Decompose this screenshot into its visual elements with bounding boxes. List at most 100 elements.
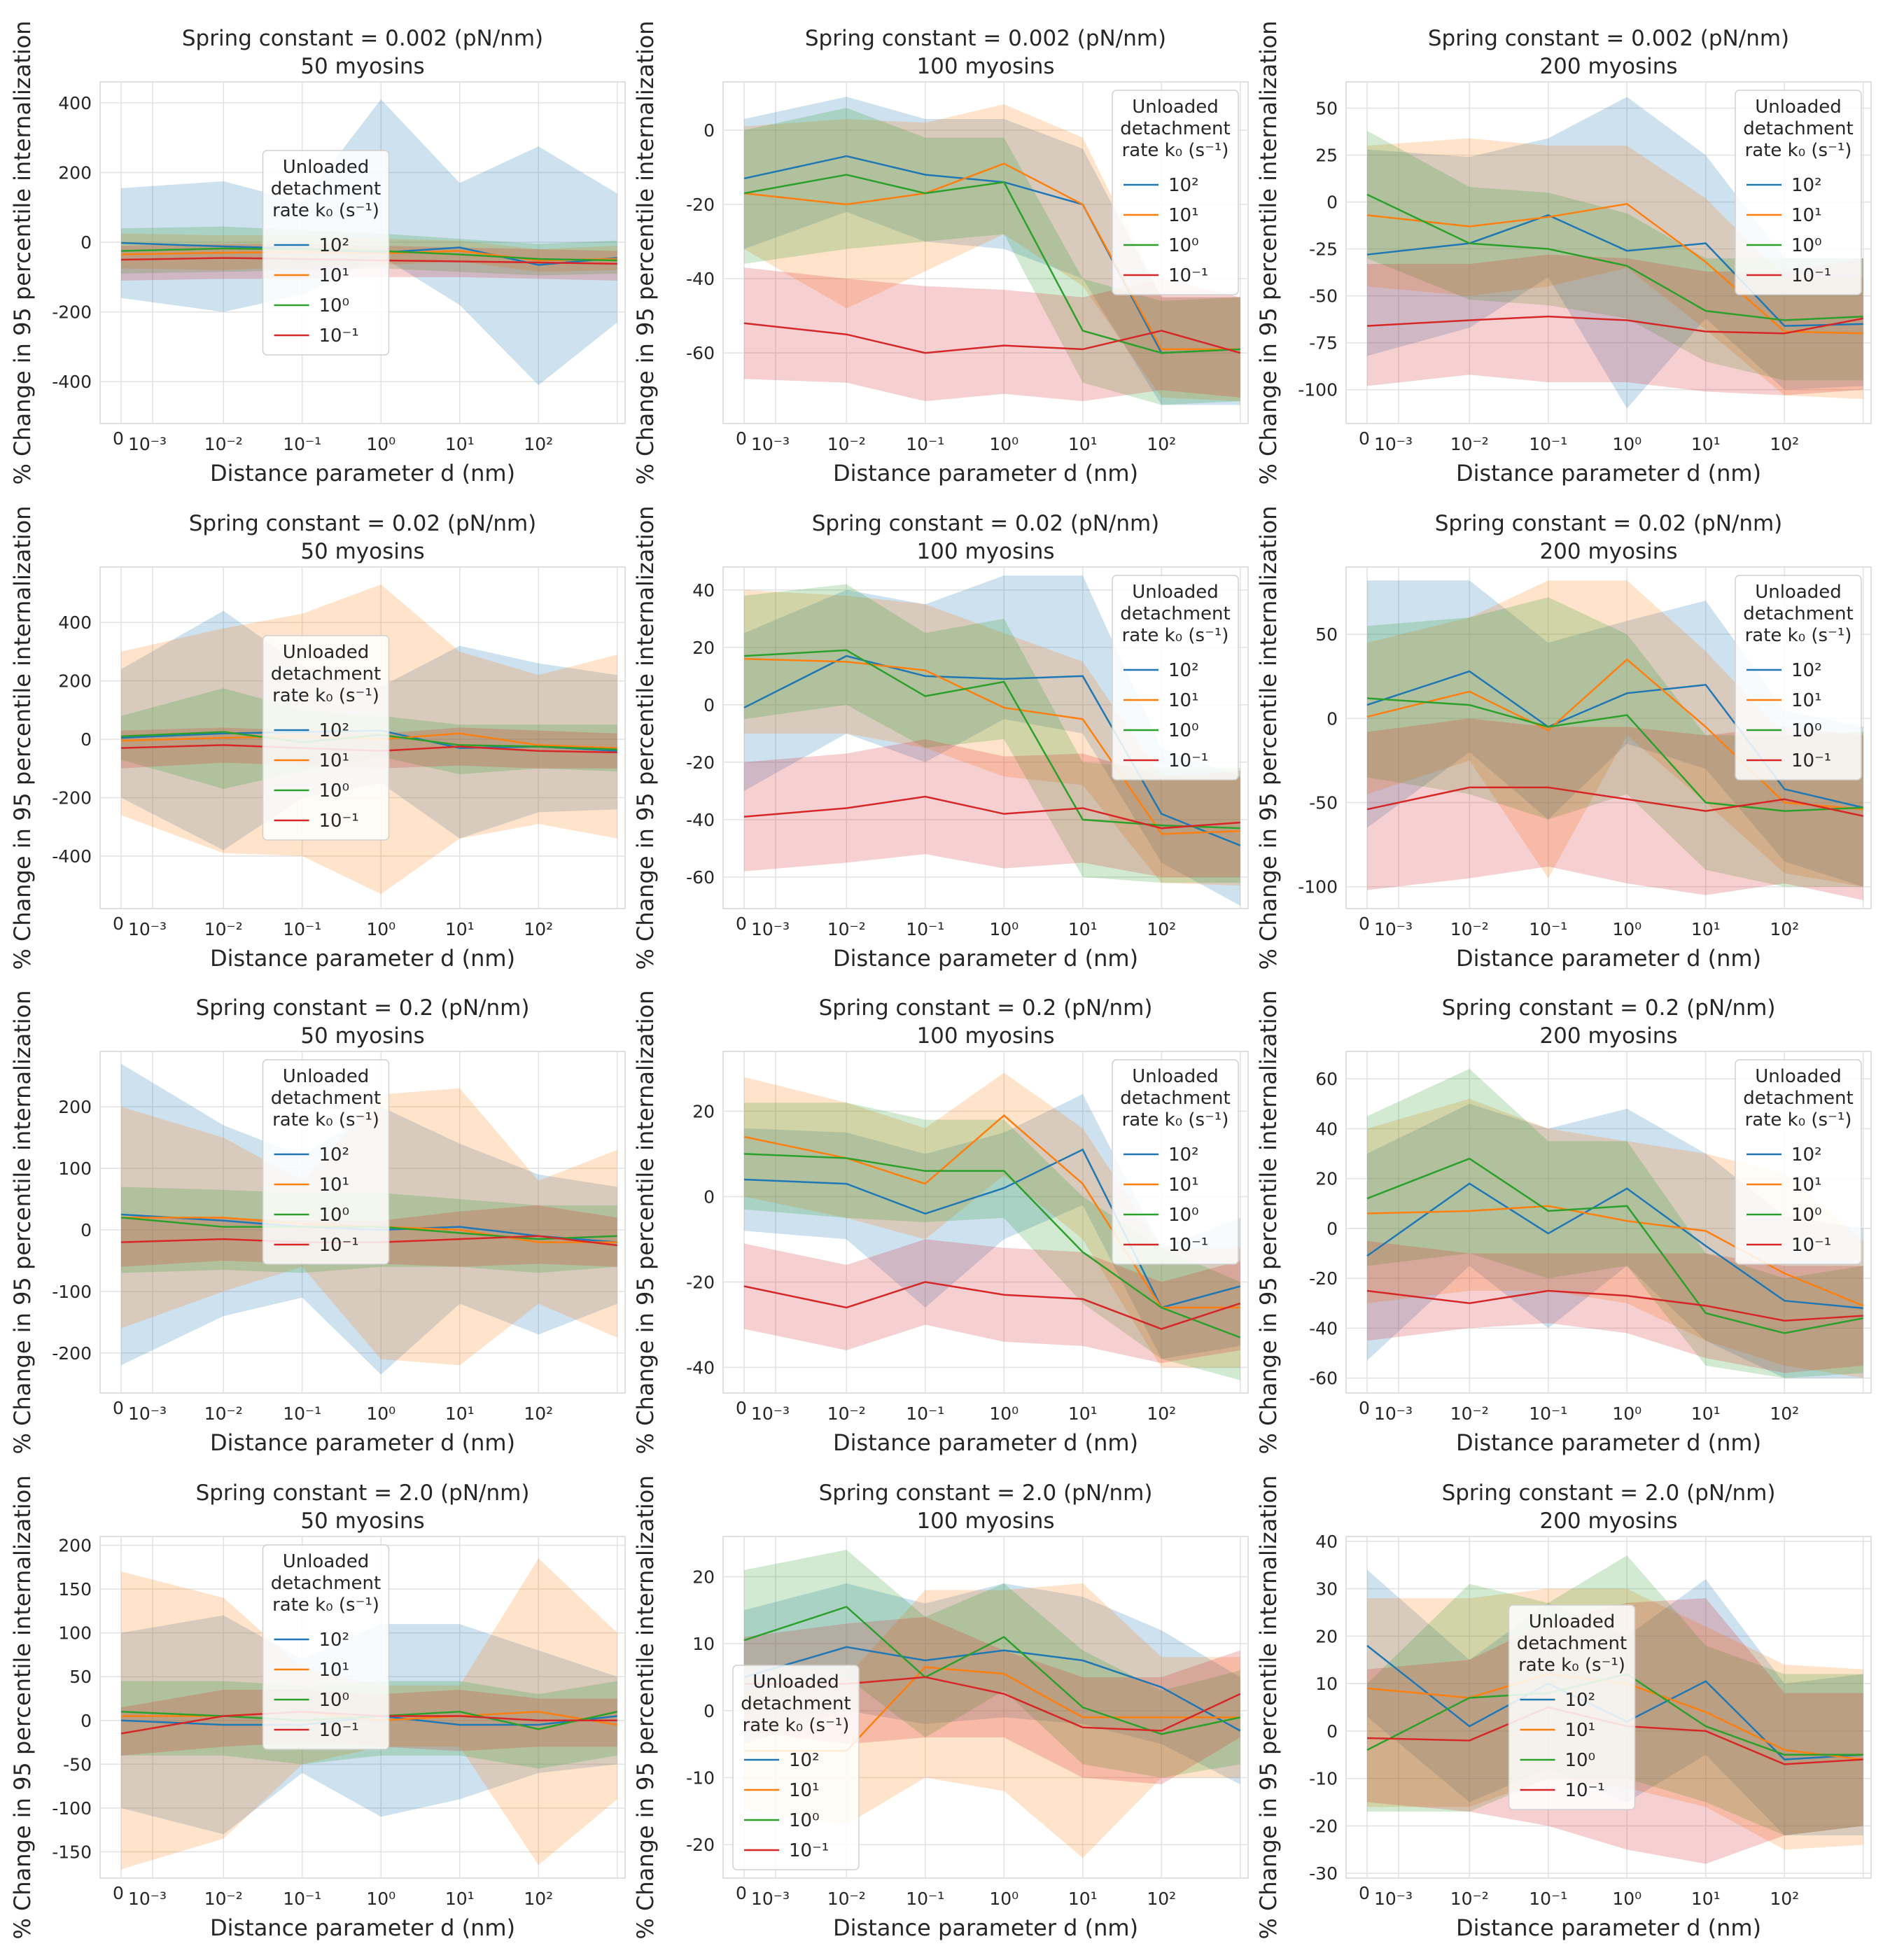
x-tick-label: 10² [1147,919,1176,939]
y-tick-label: 100 [58,1623,92,1644]
x-tick-label: 10¹ [445,919,475,939]
x-tick-label: 10² [1147,434,1176,454]
band-series-3 [744,1102,1240,1380]
x-tick-label: 0 [1359,428,1370,449]
y-tick-label: 10 [1315,1674,1338,1694]
legend-entry: 10¹ [319,750,350,771]
legend-box [262,635,390,841]
legend-entry: 10⁰ [319,295,350,316]
x-tick-label: 10⁻³ [128,1404,167,1424]
legend-box [1508,1604,1636,1810]
legend-box [1735,1059,1862,1265]
band-series-4 [1367,1240,1863,1373]
y-tick-label: -75 [1309,333,1338,354]
y-tick-label: 30 [1315,1579,1338,1600]
band-series-3 [1367,1068,1863,1378]
subplot-subtitle: 50 myosins [300,54,424,79]
legend-title: rate k₀ (s⁻¹) [1518,1655,1625,1676]
y-tick-label: -20 [1309,1268,1338,1289]
legend-title: rate k₀ (s⁻¹) [743,1715,850,1736]
y-axis-label: % Change in 95 percentile internalizatio… [632,1475,659,1939]
legend-entry: 10⁻¹ [1168,265,1208,286]
line-series-3 [743,1153,1241,1338]
line-series-4 [1366,1289,1863,1322]
x-tick-label: 10⁻³ [1374,919,1413,939]
band-series-4 [744,267,1240,402]
y-tick-label: -40 [686,810,715,830]
x-tick-label: 10⁻³ [128,1889,167,1909]
x-axis-label: Distance parameter d (nm) [210,460,515,486]
legend-entry: 10⁰ [1168,1205,1199,1226]
y-tick-label: 0 [704,1186,715,1207]
legend-box [1112,90,1239,295]
x-tick-label: 0 [1359,913,1370,934]
legend-entry: 10² [1168,175,1199,196]
y-tick-label: 40 [1315,1119,1338,1139]
band-series-3 [744,584,1240,883]
x-tick-label: 10² [524,919,553,939]
y-tick-label: 0 [80,729,92,750]
legend-title: Unloaded [1132,1066,1219,1087]
band-series-3 [1367,597,1863,887]
legend-title: rate k₀ (s⁻¹) [1122,1110,1229,1130]
legend-title: detachment [1517,1633,1627,1654]
legend-title: detachment [1743,603,1853,624]
x-tick-label: 10² [1770,434,1799,454]
x-tick-label: 10⁰ [989,919,1018,939]
legend-box [1735,90,1862,295]
y-tick-label: -50 [1309,286,1338,307]
legend-entry: 10⁰ [1168,235,1199,256]
legend-title: Unloaded [752,1672,839,1693]
legend-title: rate k₀ (s⁻¹) [1122,625,1229,646]
y-tick-label: 200 [58,1097,92,1117]
y-tick-label: -60 [1309,1368,1338,1389]
legend-title: rate k₀ (s⁻¹) [1745,140,1852,161]
x-tick-label: 10¹ [1691,919,1721,939]
y-axis-label: % Change in 95 percentile internalizatio… [9,505,36,969]
legend-box [262,1059,390,1265]
x-tick-label: 10² [1770,1404,1799,1424]
subplot-title: Spring constant = 0.02 (pN/nm) [189,511,537,536]
legend-entry: 10⁰ [319,1205,350,1226]
legend-entry: 10⁻¹ [319,811,359,832]
line-series-4 [1366,315,1863,335]
y-tick-label: 400 [58,93,92,113]
band-series-1 [744,97,1240,405]
y-tick-label: 100 [58,1158,92,1179]
y-tick-label: -50 [1309,793,1338,813]
legend-entry: 10² [789,1750,820,1771]
x-tick-label: 10⁻¹ [906,1889,944,1909]
x-axis-label: Distance parameter d (nm) [210,945,515,972]
band-series-2 [744,1072,1240,1368]
y-tick-label: -20 [686,1835,715,1855]
legend-entry: 10² [319,235,350,256]
legend-box [262,1544,390,1750]
y-tick-label: 50 [1315,624,1338,645]
legend-title: detachment [1743,118,1853,139]
x-tick-label: 10¹ [1068,1889,1098,1909]
legend-title: Unloaded [1132,97,1219,118]
x-tick-label: 10⁻¹ [1529,1404,1567,1424]
y-axis-label: % Change in 95 percentile internalizatio… [1255,20,1282,484]
y-tick-label: -100 [1298,877,1338,897]
subplot-title: Spring constant = 0.2 (pN/nm) [1442,995,1776,1021]
y-tick-label: -40 [1309,1318,1338,1338]
line-series-3 [743,1606,1241,1735]
x-axis-label: Distance parameter d (nm) [833,460,1138,486]
x-tick-label: 10⁻² [204,919,243,939]
y-axis-label: % Change in 95 percentile internalizatio… [1255,990,1282,1454]
subplot-subtitle: 200 myosins [1539,1023,1677,1049]
y-tick-label: -150 [52,1842,92,1862]
x-tick-label: 0 [736,1398,747,1418]
line-series-1 [1366,1182,1863,1310]
subplot-title: Spring constant = 2.0 (pN/nm) [1442,1480,1776,1506]
y-tick-label: 0 [1326,1721,1338,1742]
